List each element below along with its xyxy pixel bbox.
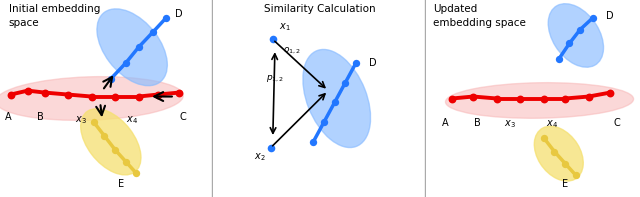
Point [152,93,163,96]
Point [564,42,575,45]
Text: E: E [562,179,568,189]
Point [268,38,278,41]
Point [161,16,172,19]
Point [584,95,594,98]
Text: $p_{1,2}$: $p_{1,2}$ [266,73,285,84]
Ellipse shape [97,9,167,86]
Ellipse shape [548,4,604,67]
Text: $x_2$: $x_2$ [253,152,265,164]
Point [131,172,141,175]
Point [539,136,549,139]
Point [133,46,143,49]
Text: A: A [442,118,449,128]
Text: D: D [175,9,182,19]
Point [40,91,50,94]
Point [588,16,598,19]
Point [492,97,502,100]
Point [549,150,559,153]
Ellipse shape [303,49,371,148]
Point [22,89,33,92]
Text: $x_4$: $x_4$ [547,118,558,130]
Point [308,140,319,143]
Text: $x_3$: $x_3$ [504,118,515,130]
Ellipse shape [81,109,141,175]
Text: Updated
embedding space: Updated embedding space [433,4,525,28]
Text: E: E [118,179,125,189]
Text: C: C [613,118,620,128]
Point [110,95,120,98]
Ellipse shape [0,77,183,120]
Point [63,93,74,96]
Text: $x_4$: $x_4$ [126,114,138,126]
Point [133,95,143,98]
Text: D: D [606,11,613,21]
Point [447,97,457,100]
Point [351,61,361,65]
Text: Initial embedding
space: Initial embedding space [8,4,100,28]
Point [539,97,549,100]
Text: D: D [369,58,376,68]
Ellipse shape [534,126,583,181]
Text: A: A [5,112,12,122]
Point [571,174,581,177]
Text: C: C [180,112,187,122]
Point [468,95,478,98]
Text: $x_1$: $x_1$ [279,22,291,33]
Point [106,77,116,80]
Point [319,121,329,124]
Text: B: B [474,118,481,128]
Point [515,97,525,100]
Point [575,28,585,31]
Text: B: B [37,112,44,122]
Point [340,81,350,84]
Point [86,95,97,98]
Point [560,162,570,165]
Text: Similarity Calculation: Similarity Calculation [264,4,376,14]
Point [99,134,109,138]
Point [605,91,615,94]
Point [266,146,276,149]
Point [554,58,564,61]
Point [560,97,570,100]
Point [148,30,159,33]
Text: $x_3$: $x_3$ [75,114,87,126]
Ellipse shape [445,83,634,118]
Point [330,101,340,104]
Point [6,93,16,96]
Point [110,148,120,151]
Point [120,61,131,65]
Point [89,121,99,124]
Point [120,160,131,163]
Point [174,91,184,94]
Text: $o_{1,2}$: $o_{1,2}$ [284,45,301,56]
